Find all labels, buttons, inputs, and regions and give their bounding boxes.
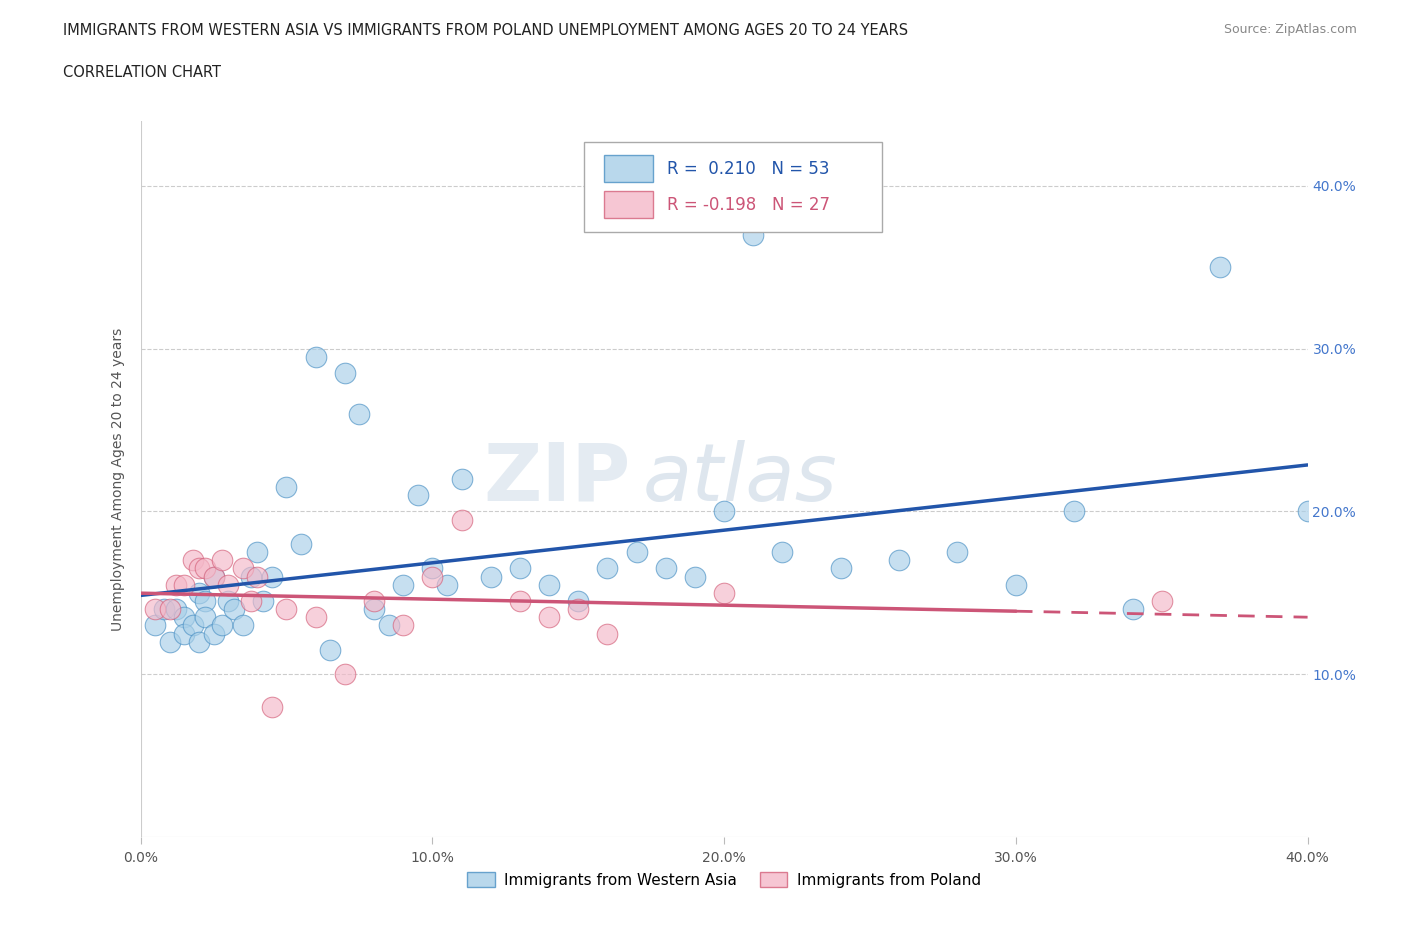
Y-axis label: Unemployment Among Ages 20 to 24 years: Unemployment Among Ages 20 to 24 years [111, 327, 125, 631]
Point [333, 667, 356, 682]
Point [349, 406, 371, 421]
Point [830, 561, 852, 576]
Point [1209, 259, 1232, 275]
Point [713, 586, 735, 601]
Point [1296, 504, 1319, 519]
Point [211, 618, 233, 633]
Point [946, 545, 969, 560]
Point [217, 578, 239, 592]
Point [165, 578, 187, 592]
Point [1122, 602, 1144, 617]
Point [159, 634, 181, 649]
Point [276, 602, 298, 617]
Point [1063, 504, 1085, 519]
FancyBboxPatch shape [605, 155, 652, 182]
Text: IMMIGRANTS FROM WESTERN ASIA VS IMMIGRANTS FROM POLAND UNEMPLOYMENT AMONG AGES 2: IMMIGRANTS FROM WESTERN ASIA VS IMMIGRAN… [63, 23, 908, 38]
Point [246, 569, 269, 584]
Point [305, 350, 328, 365]
Point [1150, 593, 1173, 608]
Point [260, 699, 283, 714]
Point [153, 602, 176, 617]
Point [232, 618, 254, 633]
Point [143, 602, 166, 617]
Point [202, 569, 225, 584]
Point [240, 593, 263, 608]
Text: R =  0.210   N = 53: R = 0.210 N = 53 [666, 160, 830, 178]
Point [392, 578, 415, 592]
Point [363, 602, 385, 617]
Point [252, 593, 274, 608]
Point [377, 618, 399, 633]
Point [538, 578, 561, 592]
Point [246, 545, 269, 560]
Text: R = -0.198   N = 27: R = -0.198 N = 27 [666, 195, 830, 214]
Point [260, 569, 283, 584]
Point [742, 227, 765, 242]
Text: atlas: atlas [643, 440, 837, 518]
Point [596, 626, 619, 641]
Point [479, 569, 502, 584]
Point [436, 578, 458, 592]
Point [188, 634, 211, 649]
Point [143, 618, 166, 633]
Text: Source: ZipAtlas.com: Source: ZipAtlas.com [1223, 23, 1357, 36]
Point [165, 602, 187, 617]
Point [232, 561, 254, 576]
Point [1005, 578, 1028, 592]
Point [509, 593, 531, 608]
Point [596, 561, 619, 576]
Point [713, 504, 735, 519]
Text: ZIP: ZIP [484, 440, 631, 518]
Point [305, 610, 328, 625]
Point [450, 512, 472, 527]
Point [188, 586, 211, 601]
Point [333, 365, 356, 380]
Point [173, 626, 195, 641]
Point [406, 487, 429, 502]
Point [422, 569, 444, 584]
Point [202, 626, 225, 641]
Point [422, 561, 444, 576]
Point [567, 593, 589, 608]
Point [276, 480, 298, 495]
Point [202, 569, 225, 584]
Point [173, 578, 195, 592]
Point [188, 561, 211, 576]
Point [240, 569, 263, 584]
Point [319, 643, 342, 658]
Point [683, 569, 706, 584]
Point [181, 618, 204, 633]
Point [509, 561, 531, 576]
Point [450, 472, 472, 486]
Point [194, 610, 217, 625]
FancyBboxPatch shape [605, 191, 652, 219]
FancyBboxPatch shape [583, 142, 882, 232]
Point [222, 602, 245, 617]
Text: CORRELATION CHART: CORRELATION CHART [63, 65, 221, 80]
Point [211, 552, 233, 567]
Point [655, 561, 678, 576]
Point [392, 618, 415, 633]
Point [889, 552, 911, 567]
Point [538, 610, 561, 625]
Legend: Immigrants from Western Asia, Immigrants from Poland: Immigrants from Western Asia, Immigrants… [461, 866, 987, 894]
Point [217, 593, 239, 608]
Point [567, 602, 589, 617]
Point [159, 602, 181, 617]
Point [194, 593, 217, 608]
Point [290, 537, 312, 551]
Point [626, 545, 648, 560]
Point [772, 545, 794, 560]
Point [194, 561, 217, 576]
Point [363, 593, 385, 608]
Point [173, 610, 195, 625]
Point [181, 552, 204, 567]
